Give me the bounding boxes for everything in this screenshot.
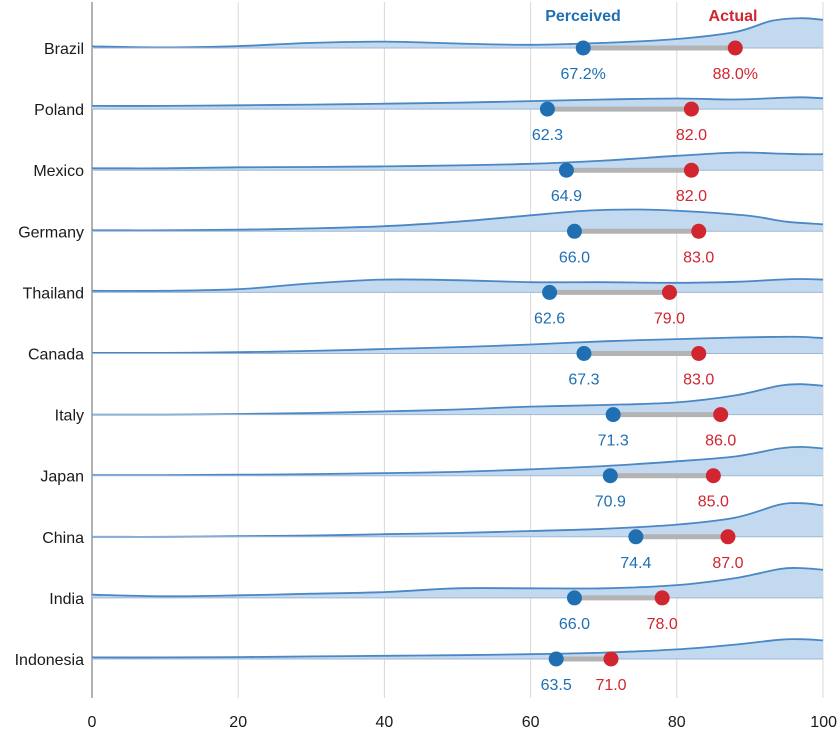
perceived-dot (548, 651, 564, 667)
actual-dot (683, 162, 699, 178)
density-outline (92, 445, 824, 477)
actual-value-label: 87.0 (712, 555, 743, 572)
density-area (92, 279, 823, 293)
row-canada: Canada 67.3 83.0 (28, 335, 824, 389)
actual-value-label: 86.0 (705, 433, 736, 450)
perceived-dot (575, 40, 591, 56)
density-outline (91, 278, 824, 292)
actual-value-label: 88.0% (713, 66, 758, 83)
x-tick-label: 20 (229, 714, 247, 731)
row-poland: Poland 62.3 82.0 (34, 96, 824, 144)
x-tick-label: 100 (810, 714, 837, 731)
row-germany: Germany 66.0 83.0 (18, 208, 824, 266)
row-indonesia: Indonesia 63.5 71.0 (15, 638, 824, 694)
actual-dot (713, 407, 729, 423)
x-tick-label: 40 (376, 714, 394, 731)
perceived-value-label: 71.3 (598, 433, 629, 450)
x-tick-label: 60 (522, 714, 540, 731)
perceived-dot (566, 223, 582, 239)
actual-dot (705, 468, 721, 484)
legend: Perceived Actual (545, 8, 757, 25)
density-outline (91, 638, 824, 659)
density-outline (91, 567, 824, 598)
row-brazil: Brazil 67.2% 88.0% (44, 17, 824, 83)
perceived-value-label: 70.9 (595, 494, 626, 511)
country-label: Indonesia (15, 652, 84, 669)
perceived-value-label: 62.6 (534, 310, 565, 327)
country-label: Germany (18, 224, 84, 241)
row-china: China 74.4 87.0 (42, 502, 824, 572)
perceived-value-label: 66.0 (559, 249, 590, 266)
perceived-dot (558, 162, 574, 178)
perceived-value-label: 63.5 (541, 677, 572, 694)
density-outline (91, 335, 824, 354)
density-area (92, 152, 823, 171)
actual-dot (683, 101, 699, 117)
x-axis-tick-labels: 0 20 40 60 80 100 (88, 714, 838, 731)
actual-dot (603, 651, 619, 667)
density-area (92, 446, 823, 476)
actual-dot (720, 529, 736, 545)
density-area (92, 336, 823, 354)
perceived-dot (542, 284, 558, 300)
country-label: India (49, 591, 84, 608)
actual-value-label: 85.0 (698, 494, 729, 511)
chart-rows: Brazil 67.2% 88.0% Poland 62.3 82.0 Mexico 64.9… (15, 17, 824, 694)
perceived-value-label: 62.3 (532, 127, 563, 144)
density-outline (91, 208, 824, 232)
actual-value-label: 83.0 (683, 372, 714, 389)
perceived-value-label: 74.4 (620, 555, 651, 572)
perceived-value-label: 64.9 (551, 188, 582, 205)
actual-value-label: 82.0 (676, 188, 707, 205)
country-label: China (42, 530, 84, 547)
perceived-value-label: 67.3 (568, 372, 599, 389)
actual-dot (661, 284, 677, 300)
country-label: Italy (55, 408, 84, 425)
perceived-dot (566, 590, 582, 606)
density-area (92, 209, 823, 232)
x-tick-label: 0 (88, 714, 97, 731)
perceived-dot (605, 407, 621, 423)
actual-value-label: 79.0 (654, 310, 685, 327)
actual-value-label: 82.0 (676, 127, 707, 144)
perceived-dot (576, 346, 592, 361)
density-area (92, 384, 823, 415)
perceived-dot (628, 529, 644, 545)
density-outline (91, 502, 824, 538)
density-outline (91, 96, 824, 107)
row-mexico: Mexico 64.9 82.0 (33, 151, 824, 205)
row-japan: Japan 70.9 85.0 (40, 445, 824, 511)
actual-dot (654, 590, 670, 606)
density-area (92, 639, 823, 659)
actual-dot (691, 223, 707, 239)
density-area (92, 18, 823, 48)
country-label: Canada (28, 347, 84, 364)
row-italy: Italy 71.3 86.0 (55, 383, 824, 450)
country-label: Poland (34, 102, 84, 119)
perceived-value-label: 66.0 (559, 616, 590, 633)
x-tick-label: 80 (668, 714, 686, 731)
row-thailand: Thailand 62.6 79.0 (23, 278, 824, 327)
density-outline (91, 151, 824, 170)
actual-value-label: 83.0 (683, 249, 714, 266)
country-label: Brazil (44, 41, 84, 58)
legend-perceived: Perceived (545, 8, 621, 25)
row-india: India 66.0 78.0 (49, 567, 824, 633)
actual-dot (727, 40, 743, 56)
actual-value-label: 78.0 (647, 616, 678, 633)
country-label: Thailand (23, 285, 84, 302)
density-outline (91, 383, 824, 416)
perceived-dot (602, 468, 618, 484)
density-outline (91, 17, 824, 49)
country-label: Mexico (33, 163, 84, 180)
density-area (92, 567, 823, 598)
actual-dot (691, 346, 707, 361)
country-label: Japan (40, 469, 84, 486)
legend-actual: Actual (709, 8, 758, 25)
density-area (92, 503, 823, 537)
actual-value-label: 71.0 (595, 677, 626, 694)
perceived-dot (539, 101, 555, 117)
perceived-value-label: 67.2% (561, 66, 606, 83)
